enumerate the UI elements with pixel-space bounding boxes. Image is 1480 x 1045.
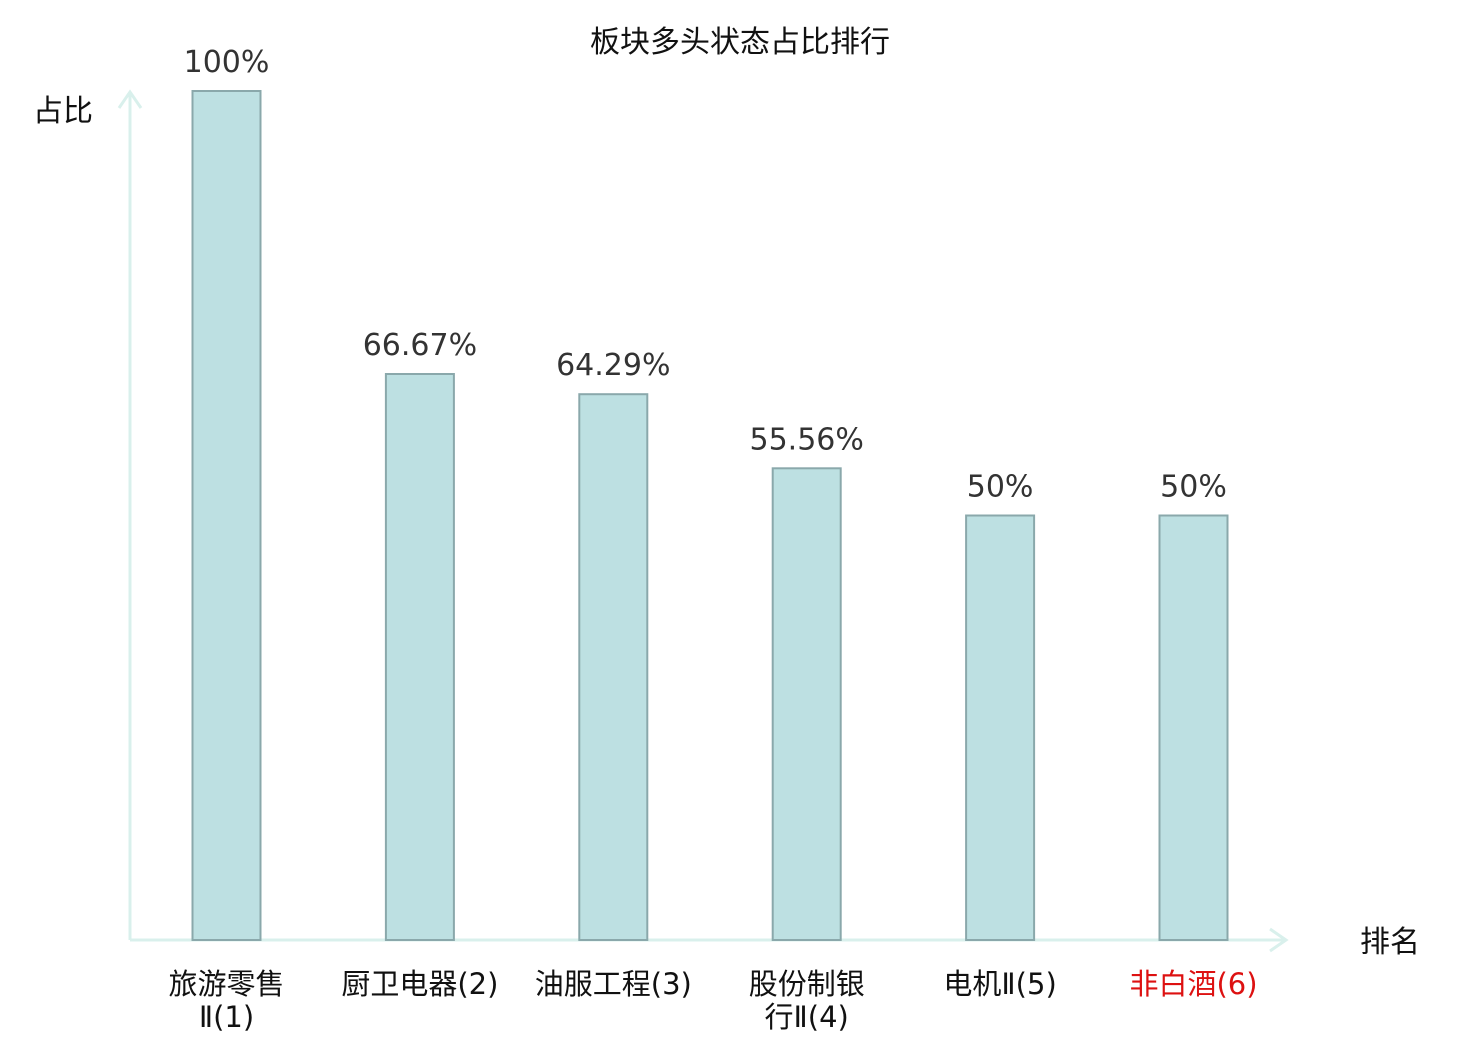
category-label-6: 非白酒(6) xyxy=(1129,967,1257,1001)
value-label-4: 55.56% xyxy=(750,422,864,457)
y-axis: 占比 xyxy=(33,89,143,940)
bar-1 xyxy=(191,90,262,941)
x-axis-arrow xyxy=(1269,927,1289,953)
bar-3 xyxy=(578,393,649,941)
chart-title: 板块多头状态占比排行 xyxy=(590,25,890,60)
bar-6 xyxy=(1158,514,1229,941)
category-labels: 旅游零售 Ⅱ(1) 厨卫电器(2) 油服工程(3) 股份制银行Ⅱ(4) 电机Ⅱ(5) 非白酒… xyxy=(168,967,1257,1034)
bar-4 xyxy=(771,467,842,941)
category-label-3: 油服工程(3) xyxy=(535,967,692,1001)
category-label-4: 股份制银行Ⅱ(4) xyxy=(749,967,865,1034)
value-label-2: 66.67% xyxy=(363,328,477,363)
bar-series xyxy=(191,90,1229,941)
bar-5 xyxy=(965,514,1036,941)
value-labels: 100% 66.67% 64.29% 55.56% 50% 50% xyxy=(184,45,1227,505)
value-label-6: 50% xyxy=(1160,470,1227,505)
value-label-1: 100% xyxy=(184,45,270,80)
bar-2 xyxy=(384,373,455,941)
category-label-2: 厨卫电器(2) xyxy=(341,967,498,1001)
y-axis-label: 占比 xyxy=(33,94,93,129)
category-label-1: 旅游零售 Ⅱ(1) xyxy=(168,967,284,1034)
y-axis-arrow xyxy=(117,89,143,109)
x-axis: 排名 xyxy=(130,925,1420,960)
x-axis-label: 排名 xyxy=(1360,925,1420,960)
value-label-5: 50% xyxy=(967,470,1034,505)
value-label-3: 64.29% xyxy=(556,348,670,383)
category-label-5: 电机Ⅱ(5) xyxy=(943,967,1056,1001)
